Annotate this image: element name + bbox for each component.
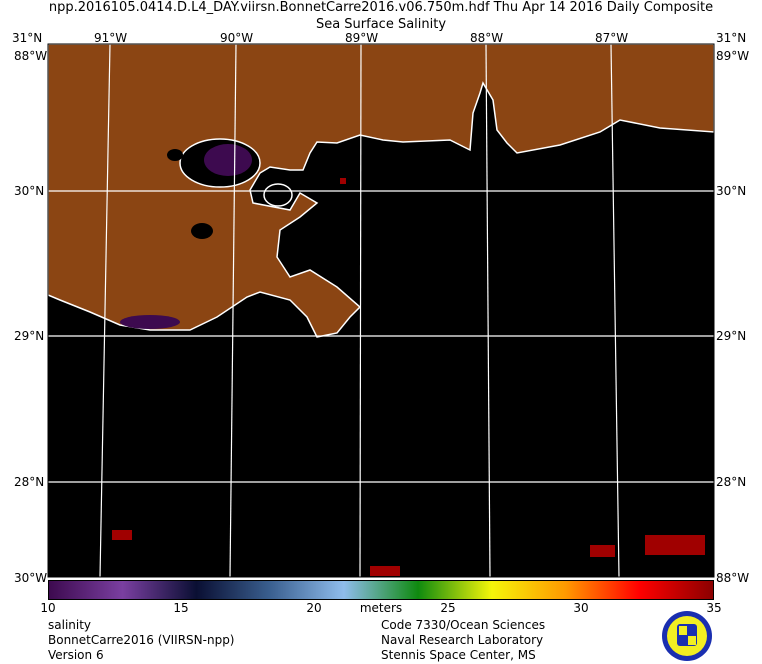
footer-location: Stennis Space Center, MS bbox=[381, 648, 536, 662]
colorbar-tick: 15 bbox=[173, 601, 189, 615]
lon-label: 87°W bbox=[595, 31, 628, 45]
lon-label: 88°W bbox=[470, 31, 503, 45]
lon-label: 89°W bbox=[345, 31, 378, 45]
lat-label: 31°N bbox=[12, 31, 42, 45]
corner-label: 89°W bbox=[716, 49, 749, 63]
corner-label: 88°W bbox=[716, 571, 749, 585]
corner-label: 30°W bbox=[14, 571, 47, 585]
footer-org-code: Code 7330/Ocean Sciences bbox=[381, 618, 546, 632]
colorbar-tick: 35 bbox=[706, 601, 722, 615]
colorbar-tick: 30 bbox=[573, 601, 589, 615]
colorbar bbox=[48, 580, 714, 600]
colorbar-tick: 20 bbox=[306, 601, 322, 615]
map-subtitle: Sea Surface Salinity bbox=[315, 17, 447, 32]
lon-label: 91°W bbox=[94, 31, 127, 45]
land bbox=[47, 43, 715, 338]
footer-org: Naval Research Laboratory bbox=[381, 633, 544, 647]
footer-version: Version 6 bbox=[48, 648, 104, 662]
lake-borgne bbox=[263, 183, 293, 207]
footer-dataset: BonnetCarre2016 (VIIRSN-npp) bbox=[48, 633, 235, 647]
lat-label: 28°N bbox=[14, 475, 44, 489]
graticule bbox=[48, 43, 714, 578]
lat-label: 28°N bbox=[716, 475, 746, 489]
colorbar-unit: meters bbox=[359, 601, 403, 615]
lake-salinity bbox=[204, 144, 252, 176]
footer-variable: salinity bbox=[48, 618, 92, 632]
lat-label: 30°N bbox=[14, 184, 44, 198]
lat-label: 29°N bbox=[14, 329, 44, 343]
colorbar-tick: 10 bbox=[40, 601, 56, 615]
lon-label: 90°W bbox=[220, 31, 253, 45]
marsh-salinity bbox=[120, 315, 180, 329]
small-lake bbox=[191, 223, 213, 239]
lat-label: 29°N bbox=[716, 329, 746, 343]
map-title: npp.2016105.0414.D.L4_DAY.viirsn.BonnetC… bbox=[48, 0, 714, 15]
corner-label: 88°W bbox=[14, 49, 47, 63]
small-lake bbox=[167, 149, 183, 161]
lat-label: 30°N bbox=[716, 184, 746, 198]
map-frame bbox=[47, 43, 715, 578]
nrl-logo bbox=[662, 611, 712, 661]
colorbar-tick: 25 bbox=[440, 601, 456, 615]
corner-label: 31°N bbox=[716, 31, 746, 45]
salinity-patches bbox=[112, 178, 705, 576]
